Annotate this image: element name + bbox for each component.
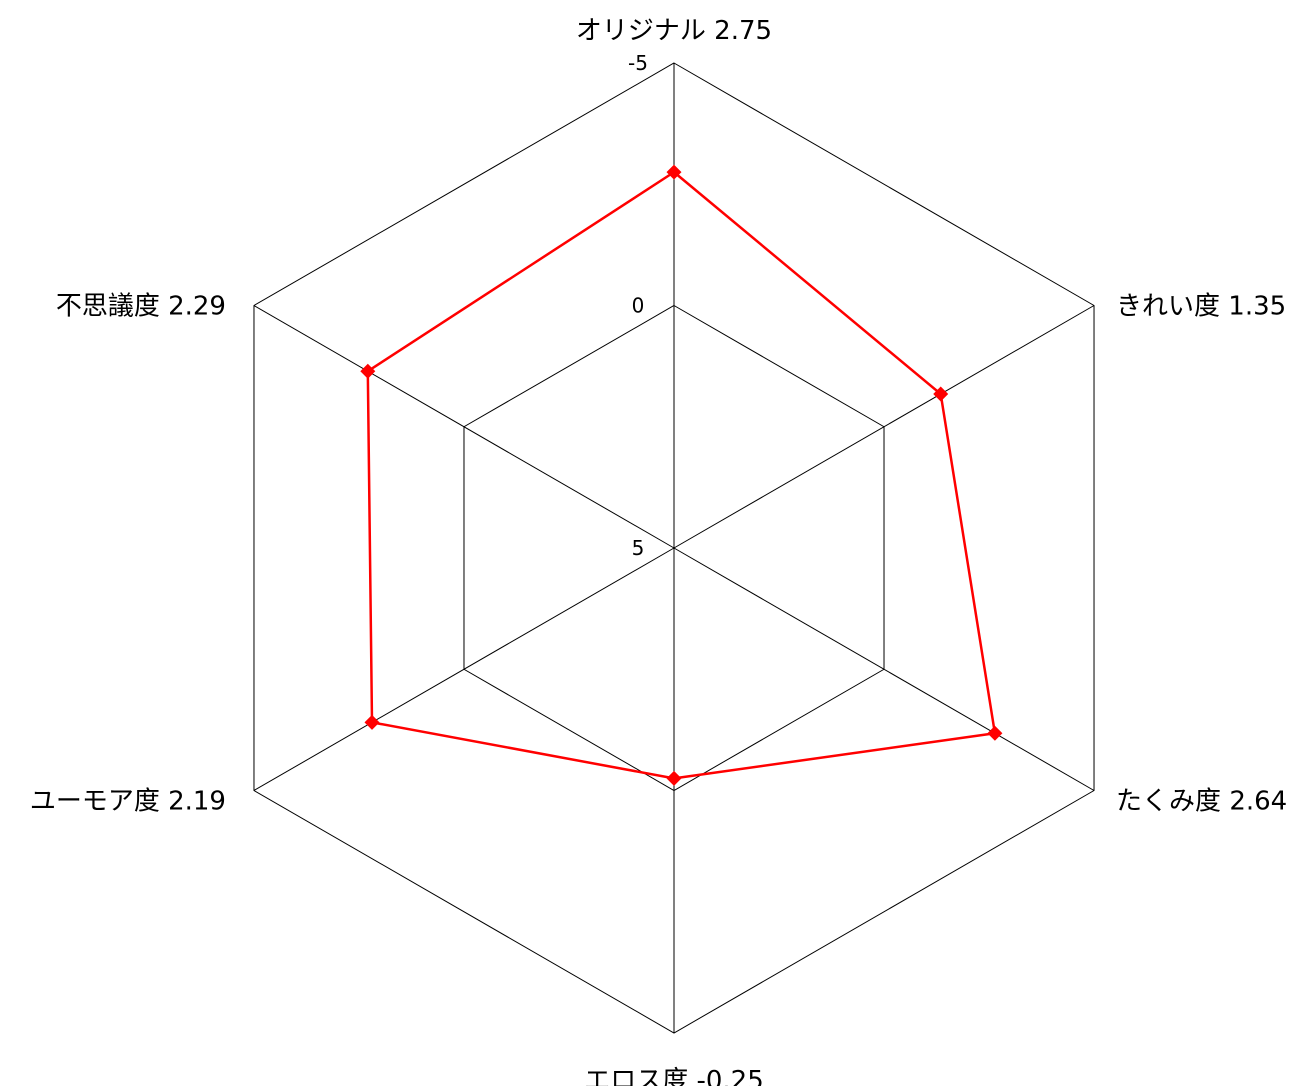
axis-label-4: ユーモア度 2.19: [30, 787, 226, 817]
series-line-0: [366, 170, 997, 780]
axis-label-5: 不思議度 2.29: [56, 292, 226, 322]
axis-label-2: たくみ度 2.64: [1116, 787, 1287, 817]
tick-label: 5: [632, 536, 645, 560]
tick-label: -5: [628, 51, 648, 75]
axis-spoke-2: [673, 547, 1095, 791]
data-point-3: [666, 770, 682, 786]
radar-axes: [253, 63, 1095, 1033]
axis-label-3: エロス度 -0.25: [584, 1066, 764, 1086]
tick-label: 0: [632, 294, 645, 318]
radar-series: [360, 164, 1003, 786]
axis-label-1: きれい度 1.35: [1116, 292, 1286, 322]
axis-spoke-5: [253, 305, 675, 549]
data-point-1: [933, 386, 949, 402]
axis-spoke-1: [673, 305, 1095, 549]
data-point-4: [364, 714, 380, 730]
radar-tick-labels: 5 0 -5: [628, 51, 648, 560]
radar-axis-labels: オリジナル 2.75 きれい度 1.35 たくみ度 2.64 エロス度 -0.25 ユー…: [30, 16, 1287, 1090]
data-point-0: [666, 164, 682, 180]
data-point-5: [360, 363, 376, 379]
axis-spoke-4: [253, 547, 675, 791]
data-point-2: [987, 725, 1003, 741]
axis-label-0: オリジナル 2.75: [576, 16, 772, 46]
